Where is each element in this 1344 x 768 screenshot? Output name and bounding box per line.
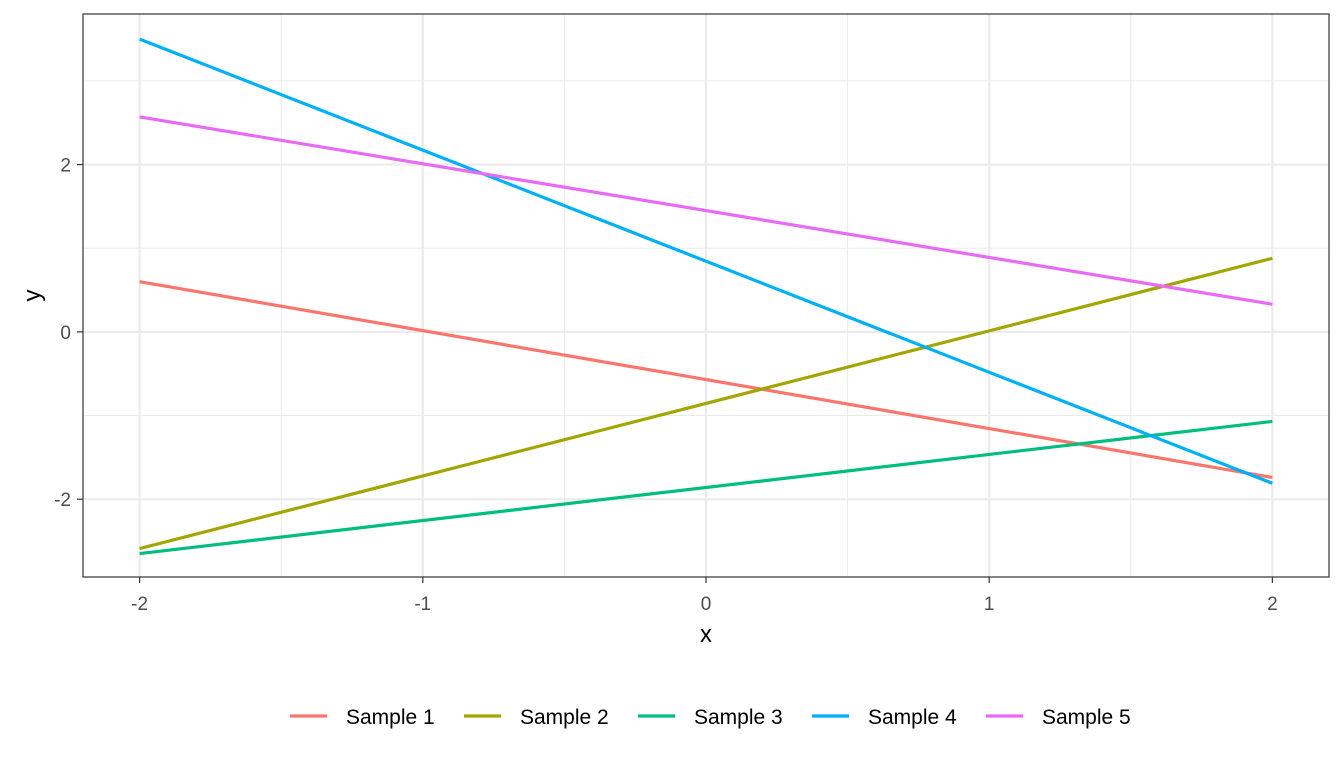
y-tick-label-2: 2 — [60, 156, 71, 177]
x-tick-label-3: 1 — [984, 594, 995, 615]
series-line-4 — [139, 37, 1273, 485]
x-tick-label-0: -2 — [131, 594, 148, 615]
legend-label-3: Sample 3 — [694, 706, 783, 729]
x-tick-label-2: 0 — [701, 594, 712, 615]
legend-label-2: Sample 2 — [520, 706, 609, 729]
x-tick-label-4: 2 — [1267, 594, 1278, 615]
x-axis-title: x — [700, 621, 712, 648]
major-gridlines — [83, 14, 1329, 577]
legend: Sample 1 Sample 2 Sample 3 Sample 4 Sample 5 — [290, 706, 1131, 729]
legend-label-4: Sample 4 — [868, 706, 957, 729]
y-axis-ticks: -2 0 2 — [54, 156, 83, 511]
x-tick-label-1: -1 — [414, 594, 431, 615]
y-tick-label-0: -2 — [54, 490, 71, 511]
legend-label-1: Sample 1 — [346, 706, 435, 729]
y-tick-label-1: 0 — [60, 323, 71, 344]
series-line-3 — [139, 419, 1273, 556]
series-line-2 — [139, 256, 1273, 551]
y-axis-title: y — [19, 290, 46, 302]
series-lines — [139, 37, 1273, 556]
series-line-5 — [139, 115, 1273, 306]
x-axis-ticks: -2 -1 0 1 2 — [131, 577, 1278, 615]
legend-label-5: Sample 5 — [1042, 706, 1131, 729]
